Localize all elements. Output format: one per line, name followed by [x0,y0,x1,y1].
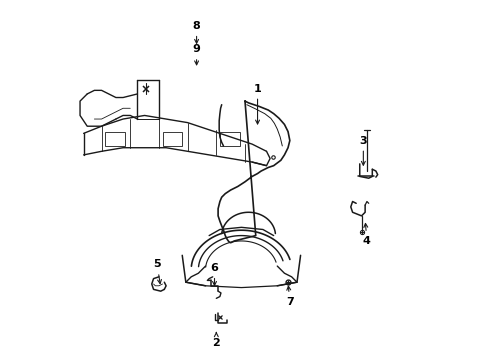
Text: 9: 9 [193,44,200,65]
Text: 6: 6 [211,263,219,285]
Text: 5: 5 [153,259,161,284]
Text: 1: 1 [254,84,262,124]
Text: 3: 3 [360,136,367,165]
Text: 4: 4 [363,224,371,246]
Text: 7: 7 [286,286,294,307]
Text: 8: 8 [193,21,200,43]
Text: 2: 2 [213,332,220,348]
